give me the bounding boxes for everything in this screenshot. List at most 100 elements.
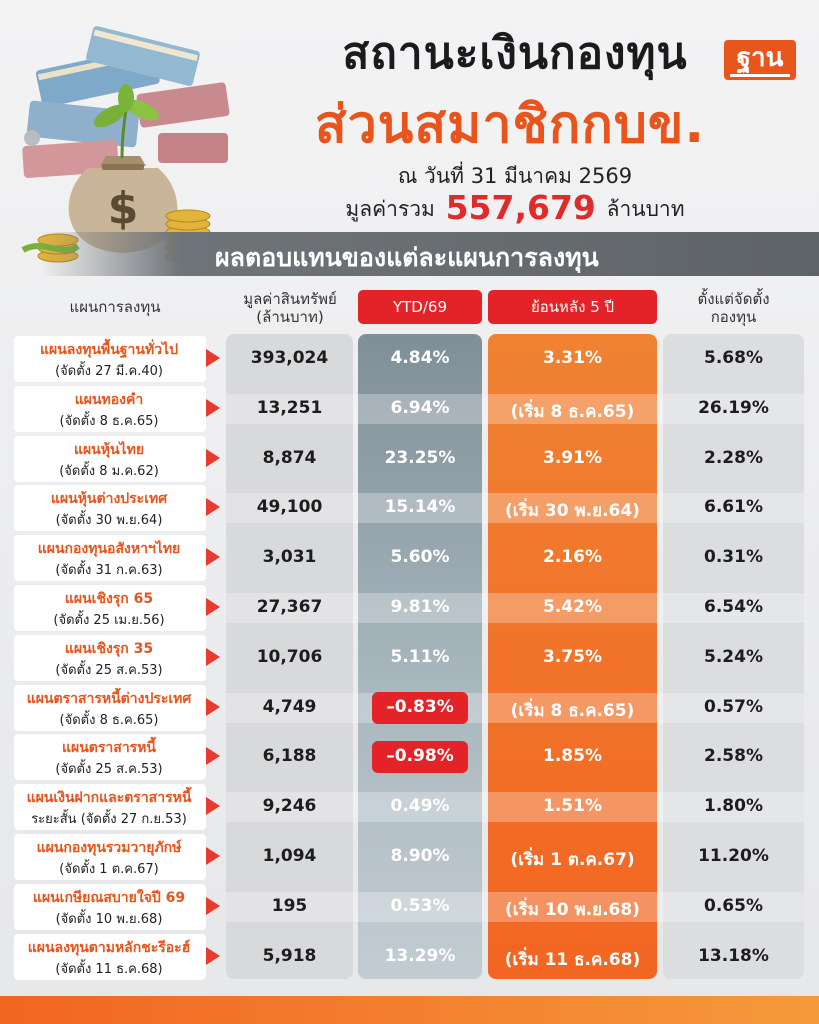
since-inception-return: 0.57% [704, 696, 763, 717]
table-row: แผนเงินฝากและตราสารหนี้ ระยะสั้น (จัดตั้ง… [0, 782, 819, 832]
five-year-return: 5.42% [543, 597, 602, 617]
header-asset-line1: มูลค่าสินทรัพย์ [243, 290, 337, 308]
plan-name-box [14, 336, 206, 382]
plan-name: แผนเชิงรุก 65 [64, 591, 154, 607]
plan-name: แผนทองคำ [74, 391, 144, 408]
plan-name: แผนตราสารหนี้ต่างประเทศ [26, 690, 192, 707]
table-row: แผนหุ้นต่างประเทศ (จัดตั้ง 30 พ.ย.64) 49,1… [0, 483, 819, 533]
plan-date: ระยะสั้น (จัดตั้ง 27 ก.ย.53) [31, 812, 187, 828]
banner-text: ผลตอบแทนของแต่ละแผนการลงทุน [215, 243, 599, 272]
since-inception-return: 13.18% [698, 945, 769, 966]
since-inception-return: 0.31% [704, 547, 763, 568]
header-since-inception: ตั้งแต่จัดตั้ง กองทุน [663, 290, 804, 326]
ytd-return: 6.94% [390, 397, 450, 418]
column-since-bg [663, 334, 804, 979]
thansettakij-logo: ฐาน [724, 40, 796, 80]
plan-name-box [14, 883, 206, 930]
plan-name-box [14, 385, 206, 432]
asset-value: 5,918 [262, 945, 317, 966]
table-row: แผนกองทุนรวมวายุภักษ์ (จัดตั้ง 1 ต.ค.67) 1… [0, 832, 819, 882]
five-year-return: (เริ่ม 11 ธ.ค.68) [504, 949, 641, 970]
since-inception-return: 26.19% [698, 397, 769, 418]
five-year-return: (เริ่ม 1 ต.ค.67) [510, 850, 635, 870]
plan-name: แผนหุ้นต่างประเทศ [50, 491, 168, 508]
table-row: แผนตราสารหนี้ต่างประเทศ (จัดตั้ง 8 ธ.ค.65… [0, 683, 819, 733]
plan-name: แผนหุ้นไทย [73, 441, 145, 458]
row-band [226, 891, 804, 922]
arrow-icon [206, 896, 220, 915]
ytd-return: 13.29% [384, 945, 456, 966]
arrow-icon [206, 448, 220, 467]
five-year-return: 3.75% [543, 646, 602, 667]
plan-date: (จัดตั้ง 10 พ.ย.68) [55, 911, 163, 927]
asset-value: 9,246 [262, 796, 317, 817]
five-year-return: 1.85% [543, 746, 602, 767]
asset-value: 27,367 [256, 597, 323, 617]
plan-name-box [14, 435, 206, 482]
since-inception-return: 5.24% [704, 646, 763, 667]
table-row: แผนเชิงรุก 35 (จัดตั้ง 25 ส.ค.53) 10,706 5.… [0, 633, 819, 683]
arrow-icon [206, 697, 220, 716]
arrow-icon [206, 598, 220, 616]
five-year-return: 3.91% [543, 447, 602, 468]
five-year-return: (เริ่ม 8 ธ.ค.65) [510, 700, 635, 721]
arrow-icon [206, 847, 220, 865]
ytd-return: 0.49% [390, 796, 450, 817]
arrow-icon [206, 349, 220, 367]
table-row: แผนเชิงรุก 65 (จัดตั้ง 25 เม.ย.56) 27,367 9… [0, 583, 819, 633]
ytd-return: 8.90% [390, 846, 450, 866]
ytd-return: 5.60% [390, 547, 450, 568]
plan-name-box [14, 485, 206, 532]
total-value: มูลค่ารวม 557,679 ล้านบาท [300, 188, 730, 227]
ytd-return: 9.81% [390, 597, 450, 617]
plan-date: (จัดตั้ง 30 พ.ย.64) [55, 513, 163, 529]
plan-date: (จัดตั้ง 8 ธ.ค.65) [59, 712, 159, 728]
asset-value: 13,251 [256, 397, 323, 418]
section-banner: ผลตอบแทนของแต่ละแผนการลงทุน [40, 232, 819, 276]
arrow-icon [206, 747, 220, 766]
svg-text:$: $ [108, 183, 139, 234]
column-five-year-bg [488, 334, 657, 979]
asset-value: 6,188 [262, 746, 317, 767]
plan-date: (จัดตั้ง 27 มี.ค.40) [55, 364, 163, 379]
arrow-icon [206, 647, 220, 666]
plan-name-box [14, 585, 206, 631]
header-ytd: YTD/69 [358, 290, 482, 324]
plan-name-box [14, 933, 206, 980]
since-inception-return: 11.20% [698, 846, 769, 866]
plan-name: แผนกองทุนอสังหาฯไทย [37, 541, 181, 558]
footer-bar [0, 996, 819, 1024]
since-inception-return: 5.68% [704, 348, 763, 368]
plan-name: แผนลงทุนตามหลักชะรีอะฮ์ [27, 939, 191, 956]
header-since-line2: กองทุน [710, 308, 757, 326]
plan-date: (จัดตั้ง 25 ส.ค.53) [55, 662, 163, 678]
ytd-return: 15.14% [384, 497, 456, 518]
asset-value: 8,874 [262, 447, 317, 468]
asset-value: 393,024 [250, 348, 329, 368]
table-row: แผนทองคำ (จัดตั้ง 8 ธ.ค.65) 13,251 6.94% (เร… [0, 384, 819, 434]
ytd-return: 23.25% [384, 447, 456, 468]
plan-name: แผนตราสารหนี้ [62, 740, 156, 757]
five-year-return: (เริ่ม 10 พ.ย.68) [505, 899, 640, 920]
header-since-line1: ตั้งแต่จัดตั้ง [697, 290, 770, 308]
since-inception-return: 6.61% [704, 497, 763, 518]
header-five-year: ย้อนหลัง 5 ปี [488, 290, 657, 324]
ytd-return: 5.11% [390, 646, 450, 667]
row-band [226, 593, 804, 623]
since-inception-return: 0.65% [704, 895, 763, 916]
asset-value: 195 [271, 895, 308, 916]
row-band [226, 792, 804, 823]
negative-badge [372, 741, 468, 774]
plan-name-box [14, 634, 206, 681]
plan-date: (จัดตั้ง 8 ธ.ค.65) [59, 413, 159, 429]
table-row: แผนเกษียณสบายใจปี 69 (จัดตั้ง 10 พ.ย.68) 1… [0, 882, 819, 932]
since-inception-return: 2.58% [704, 746, 763, 767]
five-year-return: 2.16% [543, 547, 602, 568]
arrow-icon [206, 548, 220, 567]
negative-badge [372, 691, 468, 724]
ytd-return: 4.84% [390, 348, 450, 368]
title-line2: ส่วนสมาชิกกบข. [314, 95, 706, 155]
title-line1: สถานะเงินกองทุน [342, 28, 688, 79]
as-of-date: ณ วันที่ 31 มีนาคม 2569 [397, 164, 633, 188]
